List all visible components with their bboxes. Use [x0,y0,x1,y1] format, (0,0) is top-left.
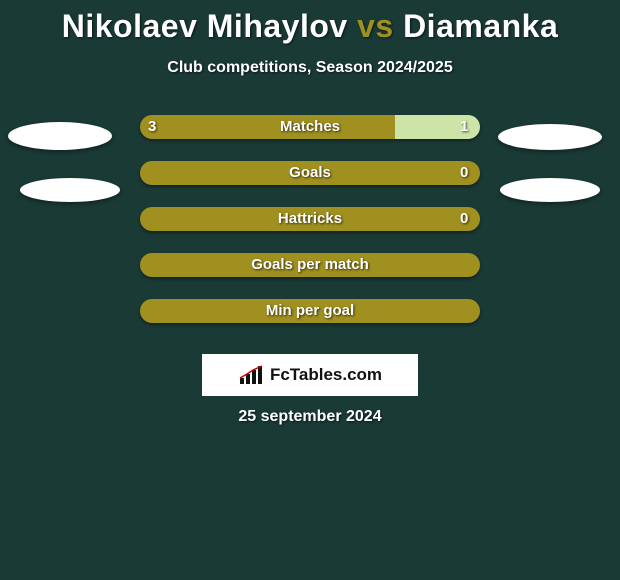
stat-value-right: 1 [460,115,468,139]
bar-left-fill [140,207,480,231]
bar-track [140,115,480,139]
bar-track [140,207,480,231]
avatar-placeholder-right [498,124,602,150]
bar-left-fill [140,161,480,185]
avatar-placeholder-left [8,122,112,150]
stat-value-left: 3 [148,115,156,139]
avatar-placeholder-right [500,178,600,202]
avatar-placeholder-left [20,178,120,202]
logo-box: FcTables.com [202,354,418,396]
stat-value-right: 0 [460,161,468,185]
vs-separator: vs [357,8,394,44]
bar-track [140,161,480,185]
page-title: Nikolaev Mihaylov vs Diamanka [0,0,620,45]
subtitle: Club competitions, Season 2024/2025 [0,59,620,77]
logo-text: FcTables.com [270,365,382,385]
bar-track [140,253,480,277]
player2-name: Diamanka [403,8,558,44]
player1-name: Nikolaev Mihaylov [62,8,348,44]
bar-chart-icon [238,364,266,386]
date-line: 25 september 2024 [0,408,620,426]
bar-left-fill [140,253,480,277]
stat-row: Min per goal [0,299,620,323]
stat-value-right: 0 [460,207,468,231]
bar-track [140,299,480,323]
bar-left-fill [140,299,480,323]
bar-left-fill [140,115,395,139]
stat-row: Hattricks0 [0,207,620,231]
stat-row: Goals per match [0,253,620,277]
